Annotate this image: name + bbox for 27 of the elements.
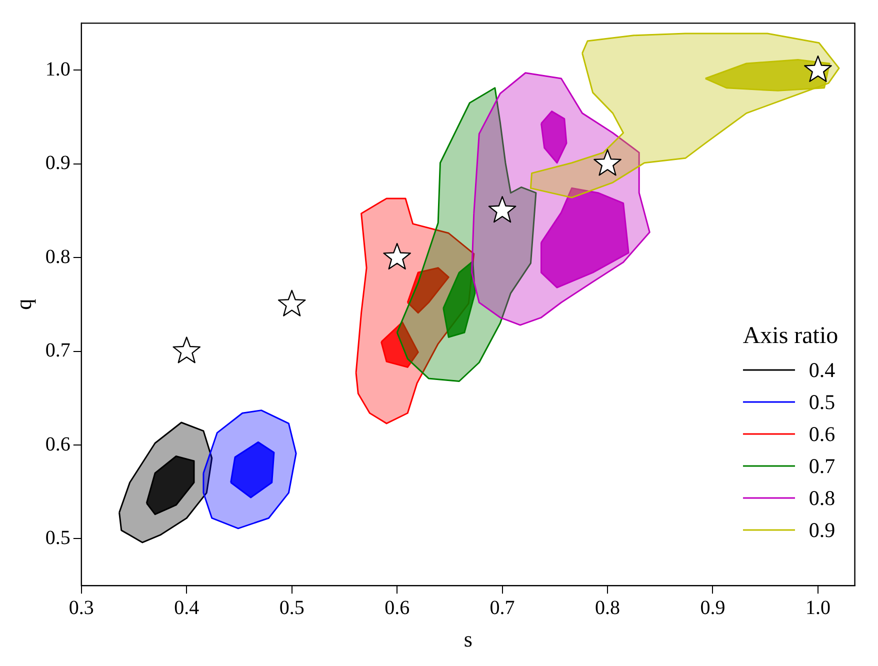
y-tick-label: 0.8 (45, 246, 70, 268)
x-tick-label: 1.0 (805, 596, 830, 619)
y-tick-label: 0.7 (45, 340, 70, 362)
legend-label: 0.4 (808, 356, 836, 384)
x-tick-label: 0.9 (700, 596, 726, 619)
legend-label: 0.5 (808, 388, 836, 416)
y-tick-label: 0.5 (45, 526, 70, 549)
y-tick-label: 1.0 (45, 58, 70, 80)
x-tick-label: 0.8 (595, 596, 620, 619)
x-tick-label: 0.7 (490, 596, 515, 619)
y-tick-label: 0.9 (45, 152, 70, 174)
point (488, 196, 516, 223)
legend-title: Axis ratio (742, 322, 840, 350)
x-axis-title: s (464, 626, 472, 652)
y-tick-label: 0.6 (45, 433, 70, 456)
point (594, 149, 622, 176)
y-axis-title: q (10, 298, 36, 310)
point (383, 242, 411, 270)
x-tick-label: 0.3 (68, 596, 94, 619)
legend-label: 0.6 (808, 420, 836, 448)
legend-label: 0.7 (808, 452, 836, 480)
x-tick-label: 0.6 (384, 596, 410, 619)
point (804, 55, 832, 82)
legend-label: 0.8 (808, 484, 836, 512)
legend-label: 0.9 (808, 516, 836, 544)
x-tick-label: 0.5 (279, 596, 304, 619)
x-tick-label: 0.4 (174, 596, 200, 619)
